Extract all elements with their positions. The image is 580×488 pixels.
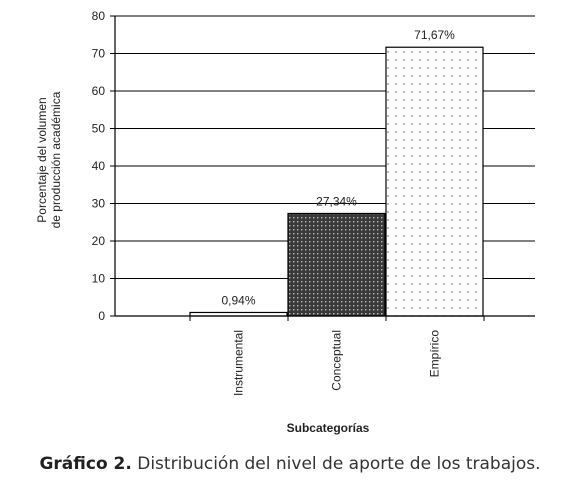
y-tick-label: 40: [92, 159, 106, 173]
y-tick-label: 80: [92, 9, 106, 23]
y-tick-label: 10: [92, 272, 106, 286]
gridlines: [115, 15, 535, 279]
data-label: 71,67%: [414, 28, 455, 42]
bars: [189, 46, 484, 317]
bar-chart: 0 10 20 30 40 50 60 70 80 0,94% Instrumental 27,34%…: [35, 9, 535, 435]
y-tick-label: 20: [92, 234, 106, 248]
y-tick-label: 60: [92, 84, 106, 98]
caption-label: Gráfico 2.: [39, 454, 132, 474]
bar-2: [287, 212, 386, 317]
data-label: 0,94%: [221, 293, 255, 307]
labels: 0 10 20 30 40 50 60 70 80 0,94% Instrumental 27,34%…: [35, 9, 455, 435]
y-tick-label: 50: [92, 122, 106, 136]
y-axis-label: Porcentaje del volumende producción acad…: [35, 91, 63, 228]
data-label: 27,34%: [316, 194, 357, 208]
y-tick-label: 70: [92, 47, 106, 61]
caption-text: Distribución del nivel de aporte de los …: [131, 454, 541, 474]
bar-3: [385, 46, 484, 317]
y-axis-label-line: de producción académica: [49, 91, 63, 228]
x-axis-label: Subcategorías: [287, 421, 370, 435]
x-tick-label: Instrumental: [232, 330, 246, 396]
y-tick-label: 30: [92, 197, 106, 211]
figure-caption: Gráfico 2. Distribución del nivel de apo…: [0, 454, 580, 474]
x-tick-label: Empírico: [428, 330, 442, 378]
x-tick-label: Conceptual: [330, 330, 344, 391]
axes: [110, 15, 535, 321]
y-tick-label: 0: [98, 309, 105, 323]
y-axis-label-line: Porcentaje del volumen: [35, 97, 49, 222]
